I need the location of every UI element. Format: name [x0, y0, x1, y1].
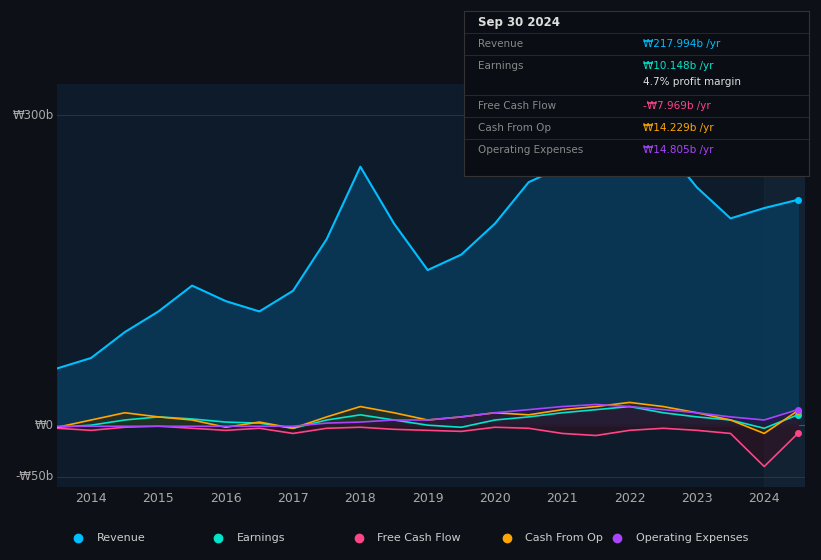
Text: Cash From Op: Cash From Op: [478, 123, 551, 133]
Text: Operating Expenses: Operating Expenses: [636, 533, 748, 543]
Text: Revenue: Revenue: [478, 39, 523, 49]
Text: ₩10.148b /yr: ₩10.148b /yr: [643, 61, 713, 71]
Text: Cash From Op: Cash From Op: [525, 533, 603, 543]
Text: Revenue: Revenue: [97, 533, 145, 543]
Text: -₩50b: -₩50b: [16, 470, 53, 483]
Text: -₩7.969b /yr: -₩7.969b /yr: [643, 101, 711, 111]
Text: 4.7% profit margin: 4.7% profit margin: [643, 77, 741, 87]
Text: ₩14.229b /yr: ₩14.229b /yr: [643, 123, 713, 133]
Text: Earnings: Earnings: [237, 533, 286, 543]
Text: Free Cash Flow: Free Cash Flow: [378, 533, 461, 543]
Text: Operating Expenses: Operating Expenses: [478, 145, 583, 155]
Bar: [764, 84, 805, 487]
Text: ₩217.994b /yr: ₩217.994b /yr: [643, 39, 720, 49]
Text: ₩0: ₩0: [34, 419, 53, 432]
Text: Earnings: Earnings: [478, 61, 523, 71]
Text: Sep 30 2024: Sep 30 2024: [478, 16, 560, 29]
Text: Free Cash Flow: Free Cash Flow: [478, 101, 556, 111]
Text: ₩300b: ₩300b: [12, 109, 53, 122]
Text: ₩14.805b /yr: ₩14.805b /yr: [643, 145, 713, 155]
